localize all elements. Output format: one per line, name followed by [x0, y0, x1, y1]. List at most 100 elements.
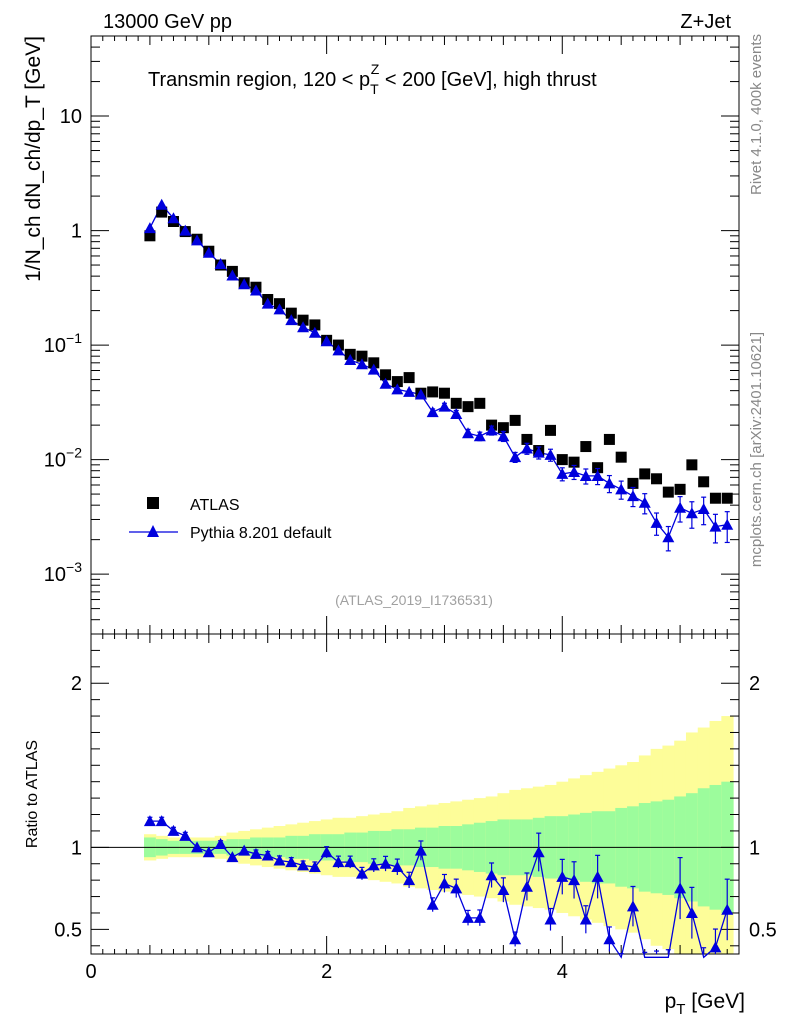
pythia-point [143, 222, 156, 234]
pythia-point [473, 430, 486, 442]
ratio-point [603, 933, 616, 945]
pythia-point [320, 335, 333, 347]
pythia-point [226, 269, 239, 281]
atlas-point [662, 486, 674, 498]
pythia-point [697, 503, 710, 515]
ratio-point [367, 859, 380, 871]
pythia-point [532, 446, 545, 458]
atlas-point [391, 376, 403, 388]
ratio-point [532, 846, 545, 858]
pythia-point [344, 354, 357, 366]
ratio-point [143, 815, 156, 827]
y-tick-label: 10−3 [44, 559, 82, 586]
ratio-point [591, 870, 604, 882]
pythia-point [249, 284, 262, 296]
ratio-point [556, 870, 569, 882]
ratio-point [414, 844, 427, 856]
y-tick-label: 1 [71, 837, 82, 859]
pythia-point [426, 406, 439, 418]
pythia-point [709, 520, 722, 532]
pythia-point [450, 408, 463, 420]
y-tick-label: 10−2 [44, 445, 82, 472]
atlas-point [674, 483, 686, 495]
ratio-point [721, 903, 734, 915]
y-tick-label-right: 2 [749, 673, 760, 695]
pythia-point [355, 358, 368, 370]
atlas-point [651, 473, 663, 485]
ratio-point [249, 847, 262, 859]
pythia-point [591, 469, 604, 481]
y-tick-label: 2 [71, 673, 82, 695]
pythia-point [285, 314, 298, 326]
atlas-point [380, 369, 392, 381]
pythia-point [462, 427, 475, 439]
x-tick-label: 4 [557, 961, 568, 983]
ratio-point [261, 849, 274, 861]
ratio-point [520, 880, 533, 892]
pythia-point [367, 363, 380, 375]
plot-title: Transmin region, 120 < pTZ < 200 [GeV], … [148, 61, 597, 97]
y-axis-label: 1/N_ch dN_ch/dp_T [GeV] [22, 36, 45, 282]
x-axis-label: pT [GeV] [665, 990, 745, 1018]
atlas-point [603, 433, 615, 445]
atlas-point [309, 319, 321, 331]
pythia-point [544, 448, 557, 460]
ratio-point [308, 861, 321, 873]
atlas-point [580, 441, 592, 453]
atlas-point [156, 206, 168, 218]
atlas-point [698, 476, 710, 488]
ratio-plot-marks [91, 815, 739, 959]
pythia-point [662, 531, 675, 543]
analysis-label: (ATLAS_2019_I1736531) [335, 592, 493, 608]
ratio-point [202, 846, 215, 858]
y-tick-label: 1 [71, 221, 82, 243]
atlas-point [462, 401, 474, 413]
pythia-point [179, 224, 192, 236]
atlas-point [627, 477, 639, 489]
ratio-plot-area [90, 633, 740, 955]
ratio-point [226, 851, 239, 863]
ratio-point [497, 884, 510, 895]
legend-pythia-label: Pythia 8.201 default [190, 525, 332, 542]
atlas-point [509, 414, 521, 426]
ratio-point [485, 869, 498, 881]
ratio-point [238, 844, 251, 856]
pythia-point [520, 442, 533, 454]
main-plot-ticks: 10 1 10−1 10−2 10−3 [44, 35, 740, 635]
pythia-point [332, 344, 345, 356]
ratio-point [320, 846, 333, 858]
pythia-point [685, 507, 698, 519]
pythia-point [403, 385, 416, 397]
y-tick-label-right: 1 [749, 837, 760, 859]
y-tick-label: 10−1 [44, 330, 82, 357]
legend: ATLAS Pythia 8.201 default [129, 497, 332, 542]
pythia-point [626, 490, 639, 502]
pythia-point [202, 246, 215, 258]
atlas-point [521, 433, 533, 445]
ratio-point [379, 857, 392, 869]
x-tick-label: 0 [85, 961, 96, 983]
pythia-point [391, 383, 404, 395]
atlas-point [356, 350, 368, 362]
ratio-point [273, 854, 286, 866]
ratio-point [391, 861, 404, 873]
pythia-point [485, 424, 498, 436]
ratio-plot-ticks: 0 2 4 2 2 1 1 0.5 0.5 [54, 633, 777, 983]
ratio-point [579, 913, 592, 925]
atlas-point [592, 462, 604, 474]
ratio-y-axis-label: Ratio to ATLAS [24, 740, 41, 848]
pythia-point [568, 465, 581, 477]
ratio-point [450, 882, 463, 894]
ratio-point [568, 874, 581, 886]
legend-atlas-marker [147, 497, 159, 509]
ratio-point [509, 933, 522, 945]
legend-atlas-label: ATLAS [190, 497, 240, 514]
main-plot-marks [143, 198, 734, 552]
pythia-point [509, 451, 522, 463]
x-tick-label: 2 [321, 961, 332, 983]
pythia-point [721, 518, 734, 530]
ratio-point [426, 898, 439, 910]
y-tick-label: 10 [60, 106, 82, 128]
ratio-point [297, 859, 310, 871]
